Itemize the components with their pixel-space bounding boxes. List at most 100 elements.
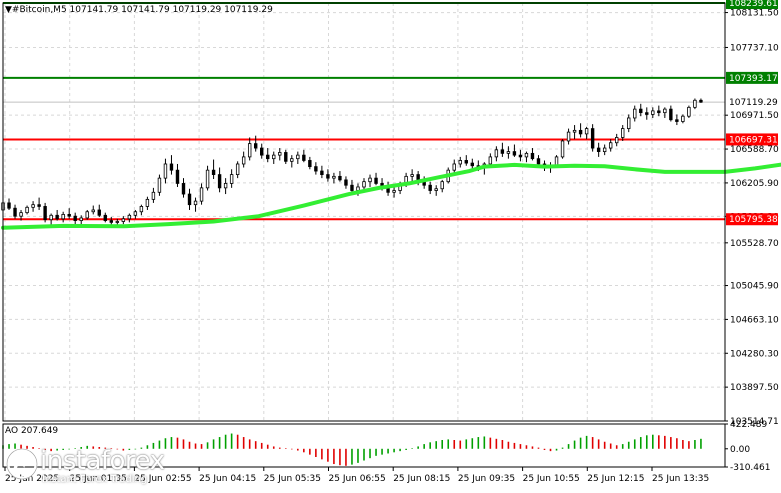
candle-body	[290, 158, 294, 162]
x-tick-label: 25 Jun 10:55	[523, 474, 580, 484]
candle-body	[524, 152, 529, 158]
candle-body	[163, 163, 168, 179]
candle-body	[229, 174, 234, 184]
candle-body	[657, 110, 661, 114]
candle-body	[596, 147, 601, 152]
y-tick-label: 105045.90	[730, 282, 779, 292]
x-tick-label: 25 Jun 09:35	[458, 474, 515, 484]
candle-body	[139, 206, 144, 213]
candle-body	[602, 147, 607, 152]
candle-body	[91, 209, 95, 213]
candle-body	[699, 99, 703, 103]
candle-body	[284, 152, 288, 162]
y-tick-label: 106205.90	[730, 179, 779, 189]
y-tick-label: 103514.71	[730, 417, 779, 427]
candle-body	[681, 115, 685, 122]
candle-body	[320, 170, 324, 175]
y-tick-label: 104663.10	[730, 315, 779, 325]
instaforex-watermark: instaforex Instant Forex Trading	[6, 444, 186, 485]
candle-body	[621, 128, 625, 138]
candle-body	[278, 152, 282, 156]
candle-body	[85, 211, 89, 219]
candle-body	[272, 154, 276, 160]
candle-body	[7, 202, 11, 209]
candle-body	[578, 129, 583, 135]
candle-body	[512, 151, 517, 156]
candle-body	[187, 193, 192, 206]
y-tick-label: 106588.70	[730, 145, 779, 155]
current-price-bg	[726, 96, 778, 109]
candle-body	[97, 209, 101, 216]
level-label-bg	[726, 0, 778, 9]
instaforex-logo-icon	[6, 448, 38, 480]
ao-histogram	[2, 433, 702, 466]
candle-body	[235, 163, 240, 175]
x-tick-label: 25 Jun 13:35	[652, 474, 709, 484]
ao-tick-label: 422.489	[730, 420, 767, 430]
candle-body	[157, 177, 162, 193]
candle-body	[392, 190, 396, 193]
ao-pane-border	[2, 423, 726, 468]
level-label-bg	[726, 213, 778, 226]
x-tick-label: 25 Jun 08:15	[393, 474, 450, 484]
level-label-bg	[726, 133, 778, 146]
candle-body	[55, 214, 59, 220]
level-label-bg	[726, 71, 778, 84]
candle-body	[115, 221, 120, 223]
y-tick-label: 103897.50	[730, 383, 779, 393]
candle-body	[452, 163, 456, 171]
candle-body	[410, 174, 414, 177]
candle-body	[639, 108, 643, 114]
candle-body	[675, 119, 679, 122]
candle-body	[223, 183, 228, 189]
x-tick-label: 25 Jun 02:55	[134, 474, 191, 484]
main-pane-border	[2, 2, 726, 422]
ao-tick-label: 0.00	[730, 445, 750, 455]
candle-body	[627, 117, 631, 129]
candle-body	[326, 174, 330, 179]
candle-body	[127, 214, 132, 220]
candle-body	[109, 220, 113, 223]
candle-body	[133, 211, 138, 216]
ma-line	[1, 162, 781, 230]
moving-average	[1, 162, 781, 230]
candle-body	[428, 184, 432, 191]
grid-lines	[3, 3, 725, 422]
watermark-tagline: Instant Forex Trading	[42, 474, 148, 485]
candle-body	[500, 149, 505, 154]
ao-tick-label: -310.461	[730, 463, 770, 473]
candle-body	[241, 156, 246, 165]
current-price-label: 107119.29	[729, 98, 778, 108]
candle-body	[308, 160, 312, 168]
candle-body	[199, 187, 204, 202]
candle-body	[590, 128, 595, 149]
candle-body	[663, 108, 667, 114]
x-tick-label: 25 Jun 06:55	[329, 474, 386, 484]
candle-body	[145, 198, 150, 207]
candle-body	[79, 217, 83, 221]
candle-body	[693, 99, 697, 108]
ao-label: AO 207.649	[5, 426, 58, 436]
candle-body	[572, 129, 577, 133]
level-label: 105795.38	[729, 215, 778, 225]
x-tick-label: 25 Jun 04:15	[199, 474, 256, 484]
candle-body	[181, 183, 186, 195]
y-tick-label: 104280.30	[730, 349, 779, 359]
chart-header: ▼#Bitcoin,M5 107141.79 107141.79 107119.…	[5, 5, 273, 15]
chart-frame	[2, 2, 726, 468]
candle-body	[19, 212, 23, 217]
candle-body	[368, 177, 372, 183]
candle-body	[488, 156, 493, 165]
candle-body	[566, 131, 571, 142]
level-labels: 108239.61 107393.17 106697.31 105795.38 1071…	[726, 0, 778, 226]
candle-body	[43, 206, 47, 221]
candle-body	[193, 200, 198, 206]
candle-body	[584, 128, 589, 135]
candle-body	[260, 147, 264, 156]
time-axis: 25 Jun 2025 25 Jun 01:35 25 Jun 02:55 25 Ju…	[4, 467, 709, 484]
level-label: 108239.61	[729, 0, 778, 9]
candle-body	[338, 175, 342, 181]
candle-body	[332, 175, 336, 179]
watermark-brand: instaforex	[40, 446, 165, 476]
